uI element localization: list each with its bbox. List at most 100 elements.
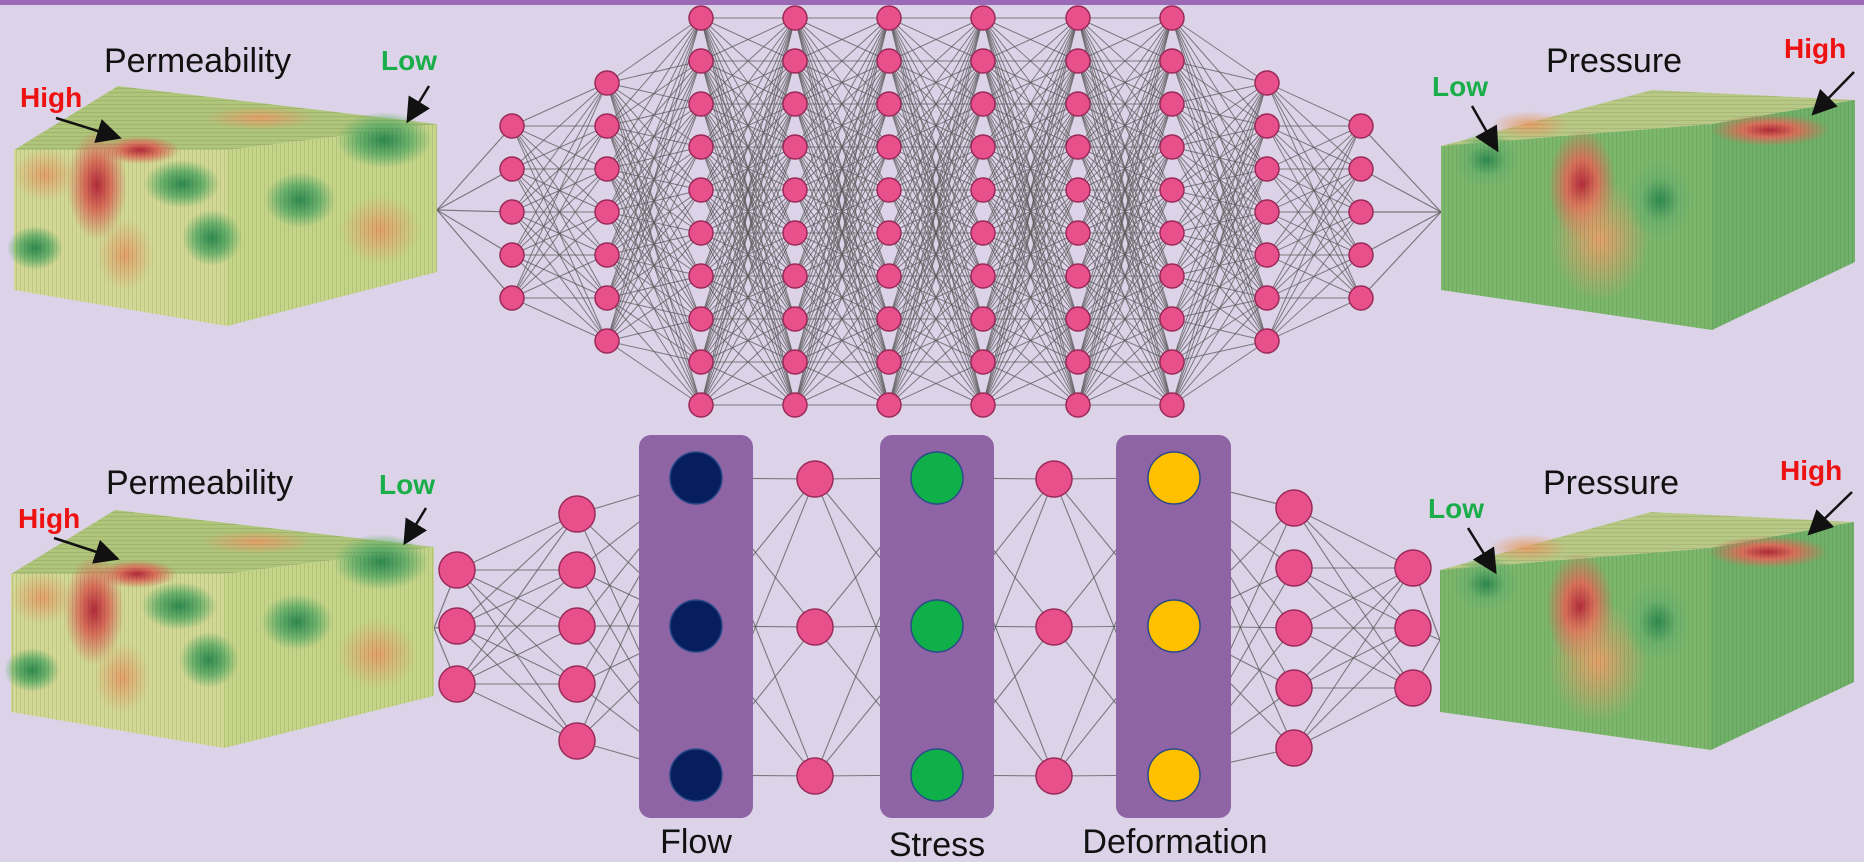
flow-module-label: Flow	[660, 823, 732, 861]
top-network-node	[1065, 392, 1091, 418]
top-hidden-edge	[511, 125, 608, 299]
stress-module-node	[910, 451, 964, 505]
top-hidden-edge	[606, 17, 702, 127]
top-output-edge	[1360, 125, 1442, 213]
top-network-node	[782, 220, 808, 246]
top-network-node	[1254, 285, 1280, 311]
bottom-hidden-edge	[1293, 687, 1414, 749]
top-hidden-edge	[511, 254, 608, 299]
top-network-node	[1348, 285, 1374, 311]
top-hidden-edge	[700, 17, 796, 277]
top-network-node	[1159, 91, 1185, 117]
bottom-input-title: Permeability	[106, 464, 293, 502]
bottom-network-node	[1394, 549, 1432, 587]
permeability-block-bottom	[4, 510, 434, 748]
top-hidden-edge	[1077, 17, 1173, 406]
top-hidden-edge	[794, 17, 890, 62]
top-output-edge	[1360, 211, 1442, 299]
bottom-hidden-edge	[1293, 507, 1414, 569]
top-network-node	[688, 392, 714, 418]
bottom-output-title: Pressure	[1543, 464, 1679, 502]
top-network-node	[970, 306, 996, 332]
top-hidden-edge	[1171, 82, 1268, 191]
top-input-edge	[436, 125, 513, 211]
bottom-hidden-edge	[456, 569, 578, 627]
top-hidden-edge	[888, 17, 984, 363]
top-network-node	[688, 134, 714, 160]
top-hidden-edge	[1077, 318, 1173, 406]
bottom-network-node	[1275, 729, 1313, 767]
top-hidden-edge	[606, 17, 702, 170]
top-hidden-edge	[982, 17, 1079, 234]
top-hidden-edge	[1171, 168, 1268, 406]
top-network-node	[1348, 113, 1374, 139]
top-network-node	[688, 263, 714, 289]
top-hidden-edge	[606, 232, 702, 342]
top-network-node	[1254, 70, 1280, 96]
top-hidden-edge	[511, 211, 608, 299]
stress-module-node	[910, 748, 964, 802]
bottom-hidden-edge	[456, 513, 578, 571]
top-hidden-edge	[700, 17, 796, 320]
top-hidden-edge	[1077, 17, 1173, 191]
top-hidden-edge	[982, 17, 1079, 406]
top-hidden-edge	[982, 103, 1079, 406]
top-hidden-edge	[606, 275, 702, 342]
top-hidden-edge	[888, 17, 984, 320]
stress-module-node	[910, 599, 964, 653]
top-network-node	[1159, 134, 1185, 160]
top-hidden-edge	[794, 17, 890, 191]
top-network-node	[688, 48, 714, 74]
bottom-network-node	[796, 608, 834, 646]
top-network-node	[1065, 91, 1091, 117]
bottom-output-low-arrow	[1466, 527, 1497, 575]
top-hidden-edge	[1171, 82, 1268, 277]
top-network-node	[782, 349, 808, 375]
top-hidden-edge	[982, 17, 1079, 105]
top-hidden-edge	[982, 60, 1079, 406]
bottom-network-node	[558, 495, 596, 533]
pressure-block-top	[1441, 90, 1855, 330]
bottom-network-node	[1035, 460, 1073, 498]
top-input-low-label: Low	[381, 45, 437, 76]
top-hidden-edge	[888, 361, 984, 406]
top-network-node	[1348, 199, 1374, 225]
bottom-input-high-arrow	[53, 536, 120, 564]
top-hidden-edge	[606, 17, 702, 256]
top-hidden-edge	[606, 17, 702, 84]
top-hidden-edge	[794, 60, 890, 406]
top-network-node	[970, 349, 996, 375]
top-hidden-edge	[982, 17, 1079, 277]
top-hidden-edge	[511, 82, 608, 127]
top-network-node	[876, 91, 902, 117]
top-network-node	[876, 48, 902, 74]
bottom-network-node	[796, 460, 834, 498]
bottom-network-node	[558, 722, 596, 760]
top-network-node	[594, 70, 620, 96]
top-output-low-label: Low	[1432, 71, 1488, 102]
bottom-output-high-arrow	[1807, 491, 1853, 536]
bottom-hidden-edge	[1293, 567, 1414, 749]
top-hidden-edge	[794, 361, 890, 406]
top-network-node	[970, 48, 996, 74]
top-hidden-edge	[1171, 125, 1268, 406]
stress-module-label: Stress	[889, 826, 985, 862]
top-hidden-edge	[982, 275, 1079, 406]
top-hidden-edge	[700, 232, 796, 406]
top-hidden-edge	[1171, 17, 1268, 84]
bottom-hidden-edge	[1293, 567, 1414, 629]
top-network-node	[782, 48, 808, 74]
bottom-hidden-edge	[1293, 627, 1414, 749]
top-hidden-edge	[1171, 82, 1268, 234]
top-network-node	[876, 220, 902, 246]
top-hidden-edge	[1077, 17, 1173, 105]
top-hidden-edge	[700, 17, 796, 148]
top-hidden-edge	[1077, 17, 1173, 320]
top-network-node	[594, 199, 620, 225]
top-network-node	[782, 306, 808, 332]
top-network-node	[1254, 328, 1280, 354]
top-hidden-edge	[888, 232, 984, 406]
top-hidden-edge	[1171, 60, 1268, 84]
top-hidden-edge	[888, 146, 984, 406]
top-network-node	[782, 134, 808, 160]
